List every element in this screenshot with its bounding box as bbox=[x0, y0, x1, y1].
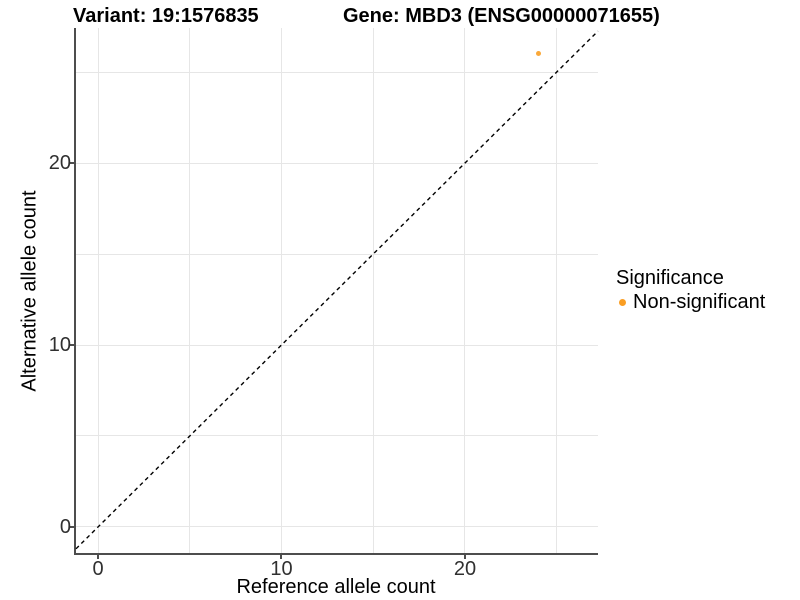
x-tick-10 bbox=[280, 555, 283, 559]
x-tick-label-10: 10 bbox=[270, 558, 293, 580]
gridline-y-20 bbox=[76, 162, 598, 164]
legend: Significance Non-significant bbox=[616, 267, 765, 313]
legend-entry-label: Non-significant bbox=[633, 291, 766, 313]
legend-entry: Non-significant bbox=[616, 292, 765, 313]
y-axis-title: Alternative allele count bbox=[18, 190, 41, 392]
x-tick-0 bbox=[97, 555, 100, 559]
gridline-y-0 bbox=[76, 526, 598, 528]
plot-panel: 0 10 20 0 10 20 bbox=[49, 28, 599, 580]
y-tick-10 bbox=[70, 344, 74, 346]
gridline-y-15 bbox=[76, 253, 598, 255]
legend-title: Significance bbox=[616, 267, 724, 289]
legend-point-icon bbox=[619, 299, 626, 306]
x-tick-label-20: 20 bbox=[453, 558, 477, 580]
legend-entries: Non-significant bbox=[616, 292, 765, 313]
gridline-x-15 bbox=[372, 28, 374, 553]
identity-line bbox=[75, 30, 599, 550]
gridline-x-5 bbox=[189, 28, 191, 553]
x-tick-20 bbox=[463, 555, 466, 559]
plot-title-variant: Variant: 19:1576835 bbox=[73, 5, 259, 27]
gridline-x-0 bbox=[97, 28, 99, 553]
x-tick-label-0: 0 bbox=[92, 558, 104, 580]
gridline-y-5 bbox=[76, 435, 598, 437]
y-tick-label-20: 20 bbox=[48, 152, 71, 175]
y-tick-0 bbox=[70, 525, 74, 528]
gridline-x-25 bbox=[556, 28, 558, 553]
gridline-y-25 bbox=[76, 71, 598, 73]
y-tick-label-0: 0 bbox=[59, 515, 71, 538]
plot-title-gene: Gene: MBD3 (ENSG00000071655) bbox=[343, 5, 660, 27]
gridline-y-10 bbox=[76, 344, 598, 346]
data-point bbox=[535, 51, 541, 57]
gridline-x-10 bbox=[280, 28, 282, 553]
x-axis-title: Reference allele count bbox=[236, 576, 436, 598]
y-tick-label-10: 10 bbox=[48, 334, 71, 356]
identity-line-layer bbox=[75, 30, 599, 550]
gridline-x-20 bbox=[464, 28, 466, 553]
y-tick-20 bbox=[70, 162, 74, 165]
